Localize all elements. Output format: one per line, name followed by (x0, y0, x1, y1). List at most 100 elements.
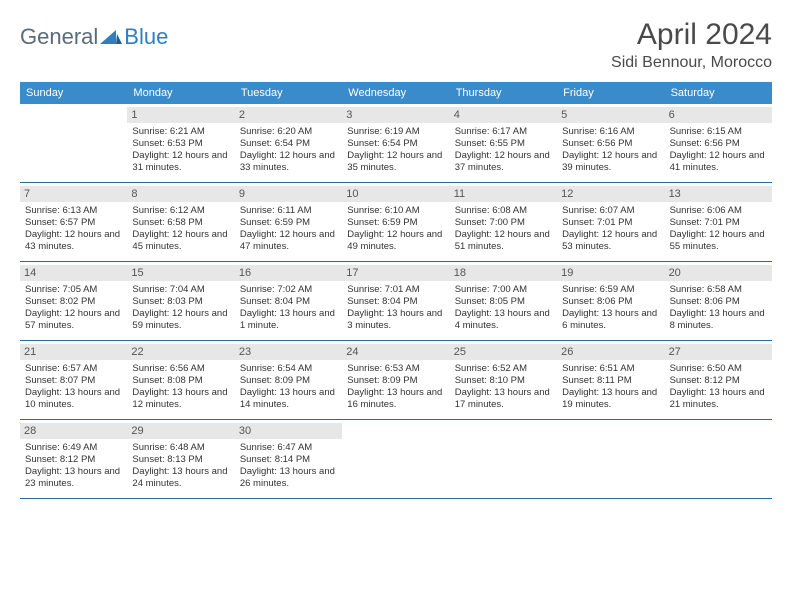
title-block: April 2024 Sidi Bennour, Morocco (611, 18, 772, 72)
day-cell: 14 Sunrise: 7:05 AMSunset: 8:02 PMDayligh… (20, 262, 127, 340)
day-info: Sunrise: 6:49 AMSunset: 8:12 PMDaylight:… (25, 442, 122, 490)
day-info: Sunrise: 6:48 AMSunset: 8:13 PMDaylight:… (132, 442, 229, 490)
week-row: 7Sunrise: 6:13 AMSunset: 6:57 PMDaylight… (20, 183, 772, 262)
date-number: 6 (665, 107, 772, 123)
date-number: 29 (127, 423, 234, 439)
day-info: Sunrise: 7:04 AMSunset: 8:03 PMDaylight:… (132, 284, 229, 332)
calendar-header-row: SundayMondayTuesdayWednesdayThursdayFrid… (20, 82, 772, 104)
date-number: 16 (235, 265, 342, 281)
day-cell: 8Sunrise: 6:12 AMSunset: 6:58 PMDaylight… (127, 183, 234, 261)
date-number: 12 (557, 186, 664, 202)
logo-word-blue: Blue (124, 24, 168, 50)
date-number: 11 (450, 186, 557, 202)
day-header: Saturday (665, 82, 772, 104)
day-header: Sunday (20, 82, 127, 104)
date-number: 20 (665, 265, 772, 281)
day-info: Sunrise: 6:47 AMSunset: 8:14 PMDaylight:… (240, 442, 337, 490)
day-cell-empty (665, 420, 772, 498)
date-number: 26 (557, 344, 664, 360)
date-number: 10 (342, 186, 449, 202)
day-info: Sunrise: 6:08 AMSunset: 7:00 PMDaylight:… (455, 205, 552, 253)
day-cell: 24 Sunrise: 6:53 AMSunset: 8:09 PMDayligh… (342, 341, 449, 419)
day-info: Sunrise: 7:02 AMSunset: 8:04 PMDaylight:… (240, 284, 337, 332)
day-header: Thursday (450, 82, 557, 104)
day-cell: 5 Sunrise: 6:16 AMSunset: 6:56 PMDaylight… (557, 104, 664, 182)
day-cell: 19 Sunrise: 6:59 AMSunset: 8:06 PMDayligh… (557, 262, 664, 340)
day-cell: 23 Sunrise: 6:54 AMSunset: 8:09 PMDayligh… (235, 341, 342, 419)
date-number: 5 (557, 107, 664, 123)
day-cell: 6 Sunrise: 6:15 AMSunset: 6:56 PMDaylight… (665, 104, 772, 182)
calendar: SundayMondayTuesdayWednesdayThursdayFrid… (20, 82, 772, 499)
day-cell: 7Sunrise: 6:13 AMSunset: 6:57 PMDaylight… (20, 183, 127, 261)
day-cell-empty (450, 420, 557, 498)
day-info: Sunrise: 6:21 AMSunset: 6:53 PMDaylight:… (132, 126, 229, 174)
day-cell: 11 Sunrise: 6:08 AMSunset: 7:00 PMDayligh… (450, 183, 557, 261)
month-title: April 2024 (611, 18, 772, 52)
week-row: 28Sunrise: 6:49 AMSunset: 8:12 PMDayligh… (20, 420, 772, 499)
day-cell: 18 Sunrise: 7:00 AMSunset: 8:05 PMDayligh… (450, 262, 557, 340)
date-number: 18 (450, 265, 557, 281)
date-number: 19 (557, 265, 664, 281)
logo-triangle-icon (100, 24, 122, 50)
date-number: 15 (127, 265, 234, 281)
day-info: Sunrise: 6:11 AMSunset: 6:59 PMDaylight:… (240, 205, 337, 253)
day-info: Sunrise: 6:58 AMSunset: 8:06 PMDaylight:… (670, 284, 767, 332)
date-number: 30 (235, 423, 342, 439)
day-cell-empty (557, 420, 664, 498)
day-cell: 1 Sunrise: 6:21 AMSunset: 6:53 PMDaylight… (127, 104, 234, 182)
date-number: 1 (127, 107, 234, 123)
day-header: Wednesday (342, 82, 449, 104)
day-header: Friday (557, 82, 664, 104)
day-cell: 12 Sunrise: 6:07 AMSunset: 7:01 PMDayligh… (557, 183, 664, 261)
date-number: 24 (342, 344, 449, 360)
logo: General Blue (20, 18, 168, 50)
day-info: Sunrise: 6:07 AMSunset: 7:01 PMDaylight:… (562, 205, 659, 253)
date-number: 2 (235, 107, 342, 123)
date-number: 14 (20, 265, 127, 281)
day-cell: 13Sunrise: 6:06 AMSunset: 7:01 PMDayligh… (665, 183, 772, 261)
date-number: 21 (20, 344, 127, 360)
day-cell: 25 Sunrise: 6:52 AMSunset: 8:10 PMDayligh… (450, 341, 557, 419)
day-info: Sunrise: 6:15 AMSunset: 6:56 PMDaylight:… (670, 126, 767, 174)
date-number: 4 (450, 107, 557, 123)
day-info: Sunrise: 6:16 AMSunset: 6:56 PMDaylight:… (562, 126, 659, 174)
day-info: Sunrise: 6:17 AMSunset: 6:55 PMDaylight:… (455, 126, 552, 174)
day-info: Sunrise: 7:05 AMSunset: 8:02 PMDaylight:… (25, 284, 122, 332)
date-number: 25 (450, 344, 557, 360)
day-cell: 28Sunrise: 6:49 AMSunset: 8:12 PMDayligh… (20, 420, 127, 498)
day-cell: 26Sunrise: 6:51 AMSunset: 8:11 PMDayligh… (557, 341, 664, 419)
day-cell: 17Sunrise: 7:01 AMSunset: 8:04 PMDayligh… (342, 262, 449, 340)
day-cell: 30 Sunrise: 6:47 AMSunset: 8:14 PMDayligh… (235, 420, 342, 498)
day-info: Sunrise: 6:56 AMSunset: 8:08 PMDaylight:… (132, 363, 229, 411)
day-info: Sunrise: 6:20 AMSunset: 6:54 PMDaylight:… (240, 126, 337, 174)
date-number: 13 (665, 186, 772, 202)
day-info: Sunrise: 6:52 AMSunset: 8:10 PMDaylight:… (455, 363, 552, 411)
day-info: Sunrise: 6:12 AMSunset: 6:58 PMDaylight:… (132, 205, 229, 253)
day-header: Monday (127, 82, 234, 104)
day-cell-empty (342, 420, 449, 498)
calendar-body: 1 Sunrise: 6:21 AMSunset: 6:53 PMDaylight… (20, 104, 772, 499)
week-row: 14 Sunrise: 7:05 AMSunset: 8:02 PMDayligh… (20, 262, 772, 341)
day-info: Sunrise: 6:54 AMSunset: 8:09 PMDaylight:… (240, 363, 337, 411)
day-info: Sunrise: 6:10 AMSunset: 6:59 PMDaylight:… (347, 205, 444, 253)
day-cell: 20 Sunrise: 6:58 AMSunset: 8:06 PMDayligh… (665, 262, 772, 340)
day-info: Sunrise: 6:13 AMSunset: 6:57 PMDaylight:… (25, 205, 122, 253)
day-info: Sunrise: 6:57 AMSunset: 8:07 PMDaylight:… (25, 363, 122, 411)
date-number: 23 (235, 344, 342, 360)
day-info: Sunrise: 7:00 AMSunset: 8:05 PMDaylight:… (455, 284, 552, 332)
day-cell: 22Sunrise: 6:56 AMSunset: 8:08 PMDayligh… (127, 341, 234, 419)
date-number: 3 (342, 107, 449, 123)
date-number: 9 (235, 186, 342, 202)
day-cell: 10 Sunrise: 6:10 AMSunset: 6:59 PMDayligh… (342, 183, 449, 261)
week-row: 1 Sunrise: 6:21 AMSunset: 6:53 PMDaylight… (20, 104, 772, 183)
day-cell: 4 Sunrise: 6:17 AMSunset: 6:55 PMDaylight… (450, 104, 557, 182)
day-info: Sunrise: 6:50 AMSunset: 8:12 PMDaylight:… (670, 363, 767, 411)
day-info: Sunrise: 6:59 AMSunset: 8:06 PMDaylight:… (562, 284, 659, 332)
week-row: 21 Sunrise: 6:57 AMSunset: 8:07 PMDayligh… (20, 341, 772, 420)
day-cell: 27Sunrise: 6:50 AMSunset: 8:12 PMDayligh… (665, 341, 772, 419)
date-number: 17 (342, 265, 449, 281)
day-cell-empty (20, 104, 127, 182)
day-cell: 21 Sunrise: 6:57 AMSunset: 8:07 PMDayligh… (20, 341, 127, 419)
day-info: Sunrise: 6:53 AMSunset: 8:09 PMDaylight:… (347, 363, 444, 411)
day-cell: 29 Sunrise: 6:48 AMSunset: 8:13 PMDayligh… (127, 420, 234, 498)
